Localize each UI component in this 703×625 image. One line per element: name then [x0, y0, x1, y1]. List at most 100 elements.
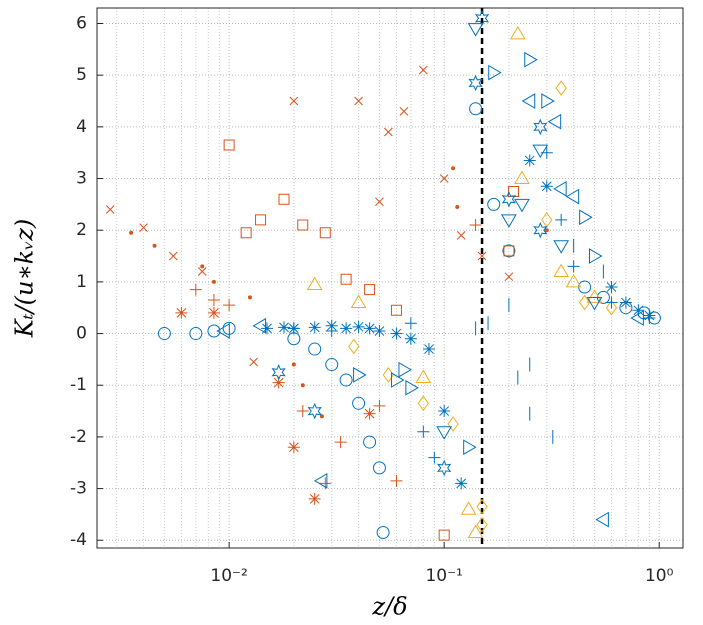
data-point [376, 526, 390, 539]
y-tick-label: -4 [70, 530, 87, 550]
y-tick-label: -1 [70, 375, 87, 395]
data-point [428, 451, 441, 464]
data-point [252, 317, 267, 334]
plot-frame [96, 7, 684, 549]
data-point [364, 284, 376, 296]
data-point [455, 205, 460, 209]
data-point [437, 459, 452, 477]
data-point [287, 441, 300, 454]
data-point [567, 260, 580, 273]
data-point [415, 369, 432, 383]
y-tick-label: -2 [70, 427, 87, 447]
data-point [352, 396, 366, 410]
data-point [382, 367, 394, 383]
data-point [463, 439, 477, 456]
data-point [168, 251, 178, 261]
data-point [476, 498, 488, 515]
data-point [348, 338, 360, 355]
data-point [352, 320, 365, 333]
data-point [363, 407, 376, 420]
data-point [325, 358, 339, 372]
data-point [222, 321, 236, 335]
y-tick-label: 4 [76, 117, 87, 137]
data-point [474, 10, 490, 27]
data-point [129, 230, 134, 235]
data-point [200, 264, 205, 269]
data-point [139, 223, 148, 232]
data-point [373, 399, 386, 412]
x-tick-label: 10⁰ [645, 566, 674, 586]
data-point [477, 251, 487, 261]
data-point [363, 435, 377, 449]
data-point [447, 416, 459, 432]
data-point [390, 327, 403, 340]
y-tick-label: 0 [76, 324, 87, 344]
data-point [605, 296, 618, 309]
data-point [565, 273, 582, 288]
data-point [372, 461, 386, 475]
data-point [555, 213, 568, 226]
y-tick-label: 2 [76, 220, 87, 240]
data-point [532, 144, 549, 159]
data-point [319, 227, 331, 239]
data-point [340, 273, 352, 285]
y-tick-label: 1 [76, 272, 87, 292]
data-point [422, 343, 435, 356]
data-point [291, 362, 296, 367]
data-point [211, 279, 216, 284]
data-point [334, 436, 347, 449]
data-point [278, 193, 290, 205]
data-point [223, 299, 236, 312]
data-point [579, 294, 591, 311]
data-point [216, 323, 230, 339]
data-point [439, 174, 449, 183]
data-point [189, 327, 203, 341]
data-point [289, 96, 299, 106]
data-point [553, 263, 570, 278]
data-point [533, 118, 548, 136]
data-point [418, 65, 428, 75]
data-point [339, 373, 353, 387]
data-point [647, 311, 661, 325]
data-point [605, 281, 618, 294]
data-point [547, 113, 562, 130]
data-point [350, 294, 367, 309]
data-point [540, 180, 553, 193]
data-point [476, 516, 488, 533]
data-point [553, 240, 570, 254]
data-point [189, 283, 202, 296]
data-point [605, 299, 618, 316]
data-point [467, 524, 484, 538]
data-point [469, 219, 482, 232]
data-point [296, 405, 309, 418]
x-tick-label: 10⁻¹ [425, 566, 462, 586]
data-point [586, 297, 603, 311]
data-point [307, 402, 322, 420]
data-point [373, 324, 386, 337]
data-point [223, 139, 235, 151]
data-point [308, 342, 322, 356]
data-point [417, 395, 429, 412]
data-point [390, 474, 403, 487]
data-point [197, 267, 207, 276]
data-point [287, 332, 301, 346]
data-point [578, 280, 592, 294]
data-point [398, 361, 412, 378]
data-point [487, 197, 501, 211]
data-point [354, 96, 363, 106]
data-point [313, 472, 328, 489]
data-point [399, 106, 409, 116]
data-point [553, 180, 567, 197]
data-point [300, 383, 305, 388]
data-point [565, 188, 580, 205]
data-point [555, 80, 567, 96]
data-point [501, 190, 517, 208]
data-point [105, 205, 115, 214]
data-point [297, 219, 309, 231]
data-point [247, 295, 252, 300]
y-tick-label: 3 [76, 169, 87, 189]
x-axis-label: z/δ [371, 593, 407, 621]
data-point [260, 322, 273, 335]
